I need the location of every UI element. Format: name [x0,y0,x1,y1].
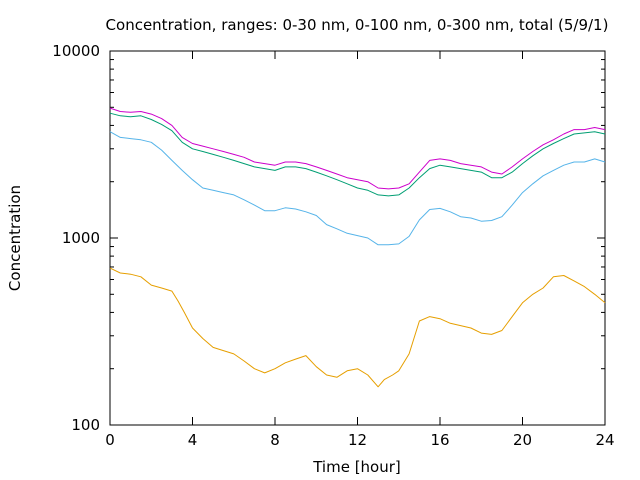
series-line-3 [109,112,606,197]
series-line-2 [109,131,606,246]
x-tick-label: 4 [188,431,198,449]
x-tick-label: 16 [430,431,449,449]
axis-ticks [109,50,606,426]
y-axis-title: Concentration [6,185,24,291]
x-tick-label: 24 [595,431,614,449]
tick-labels: 100 1000 10000 0 4 8 12 16 20 24 [52,42,614,449]
x-tick-label: 0 [105,431,115,449]
series-line-4 [109,107,606,190]
y-tick-label: 100 [71,416,100,434]
y-tick-label: 1000 [62,229,100,247]
x-tick-label: 20 [513,431,532,449]
x-tick-label: 8 [270,431,280,449]
y-tick-label: 10000 [52,42,100,60]
x-axis-title: Time [hour] [312,458,401,476]
series-group [109,107,606,388]
plot-area [109,50,606,426]
series-line-1 [109,267,606,388]
chart-title: Concentration, ranges: 0-30 nm, 0-100 nm… [106,16,609,34]
x-tick-label: 12 [348,431,367,449]
